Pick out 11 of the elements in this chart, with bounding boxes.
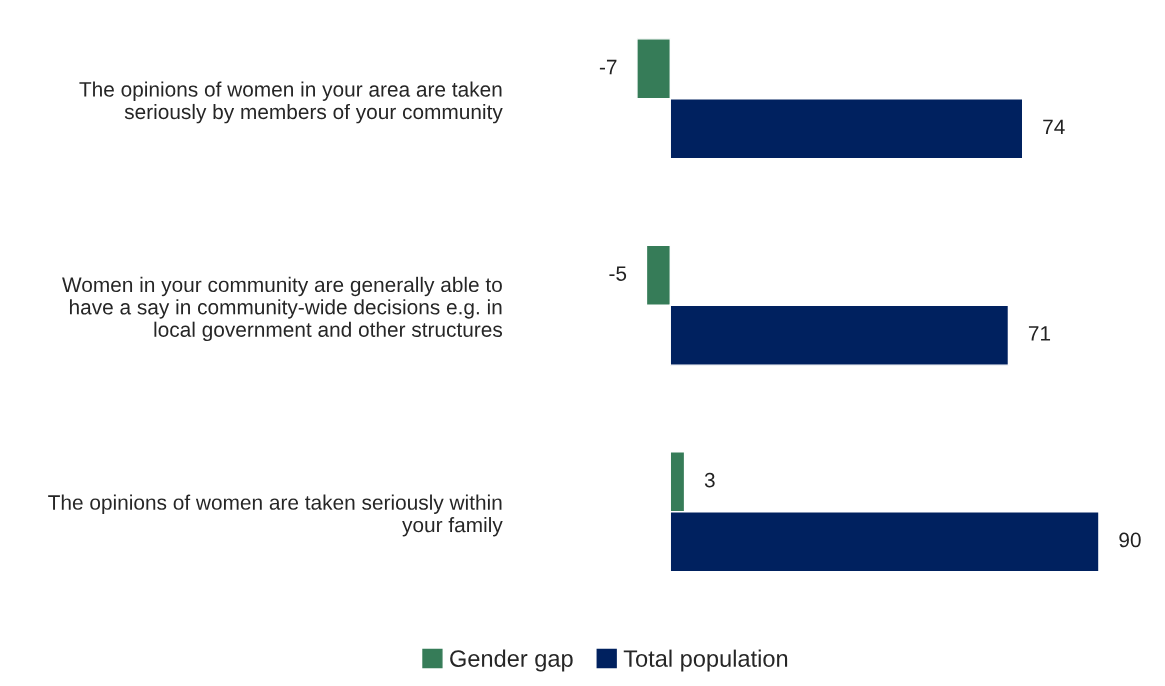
- data-label: 74: [1043, 119, 1065, 135]
- data-label: 90: [1119, 532, 1141, 548]
- data-label: -5: [609, 266, 627, 281]
- y-tick-label: The opinions of women are taken seriously within your family: [48, 494, 503, 537]
- data-label: -7: [599, 59, 617, 75]
- y-tick-label: The opinions of women in your area are taken seriously by members of your community: [79, 81, 503, 124]
- legend-label: Gender gap: [450, 649, 573, 672]
- data-label: 3: [704, 472, 715, 488]
- y-tick-label: Women in your community are generally able to have a say in community-wide decisions e.g. in local government and other structures: [62, 276, 503, 342]
- data-label: 71: [1028, 326, 1051, 341]
- legend-label: Total population: [623, 649, 788, 672]
